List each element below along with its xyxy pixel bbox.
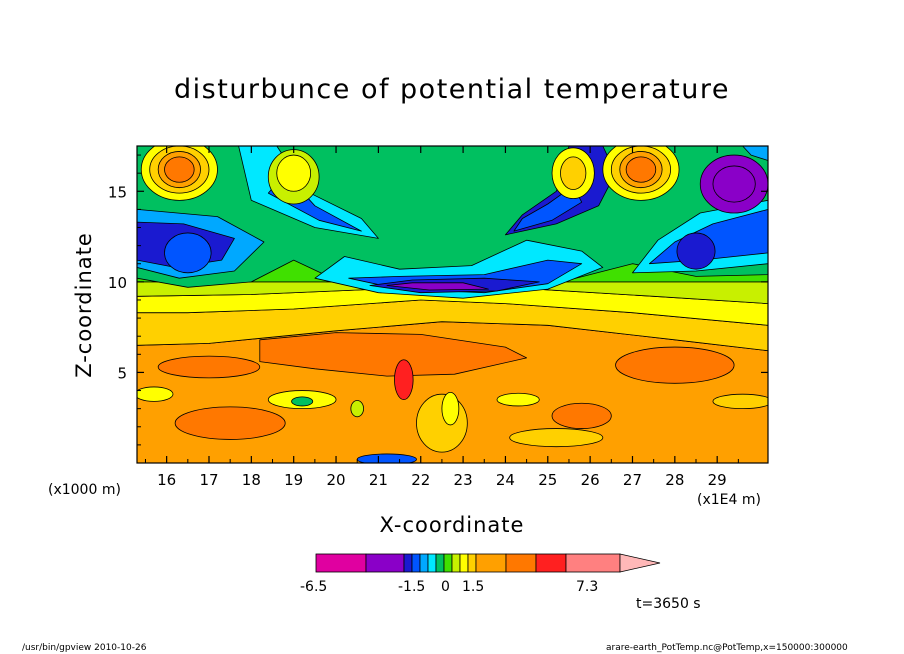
colorbar-mid-label-pos: 1.5 bbox=[462, 579, 485, 595]
x-tick-label: 19 bbox=[284, 471, 303, 489]
warm-max-left bbox=[164, 156, 195, 183]
colorbar-max-label: 7.3 bbox=[576, 579, 599, 595]
x-tick-label: 21 bbox=[369, 471, 388, 489]
x-tick-label: 16 bbox=[157, 471, 176, 489]
x-tick-label: 25 bbox=[538, 471, 557, 489]
band-green-lower bbox=[291, 396, 314, 407]
warm-core-band bbox=[259, 332, 527, 377]
x-tick-label: 18 bbox=[242, 471, 261, 489]
turbulent-region bbox=[416, 393, 468, 453]
warm-cell-lower-left bbox=[157, 355, 261, 379]
band-gold-bottom bbox=[509, 428, 604, 448]
x-tick-label: 23 bbox=[454, 471, 473, 489]
x-tick-label: 26 bbox=[581, 471, 600, 489]
colorbar-swatch bbox=[475, 553, 507, 573]
y-axis-title: Z-coordinate bbox=[72, 232, 96, 378]
colorbar-arrow bbox=[619, 553, 661, 573]
footer-right: arare-earth_PotTemp.nc@PotTemp,x=150000:… bbox=[606, 643, 848, 653]
band-yellow-edge bbox=[137, 386, 174, 402]
x-tick-label: 22 bbox=[411, 471, 430, 489]
cold-cell-top-right bbox=[712, 165, 756, 203]
band-yellow-lower-right bbox=[496, 392, 540, 407]
colorbar-swatch bbox=[535, 553, 567, 573]
y-tick-label: 15 bbox=[108, 183, 127, 201]
time-label: t=3650 s bbox=[636, 596, 701, 612]
footer-left: /usr/bin/gpview 2010-10-26 bbox=[22, 643, 147, 653]
colorbar-swatch bbox=[505, 553, 537, 573]
colorbar-swatch bbox=[411, 553, 421, 573]
colorbar-swatch bbox=[419, 553, 429, 573]
y-unit-label: (x1000 m) bbox=[48, 482, 121, 498]
plot-frame bbox=[136, 145, 769, 464]
x-tick-label: 20 bbox=[326, 471, 345, 489]
colorbar-swatch bbox=[443, 553, 453, 573]
colorbar-swatch bbox=[435, 553, 445, 573]
band-gold-edge bbox=[712, 393, 768, 410]
band-ygreen-lower bbox=[350, 400, 364, 418]
cold-core bbox=[386, 282, 489, 291]
colorbar-swatch bbox=[427, 553, 437, 573]
colorbar-swatch bbox=[403, 553, 413, 573]
warm-cell-mid-right bbox=[560, 156, 587, 190]
colorbar-swatch bbox=[565, 553, 621, 573]
turbulent-region bbox=[441, 391, 460, 426]
x-tick-label: 27 bbox=[623, 471, 642, 489]
colorbar-swatch bbox=[459, 553, 469, 573]
warm-max-right bbox=[625, 156, 657, 183]
y-tick-label: 5 bbox=[117, 364, 127, 382]
colorbar-swatch bbox=[315, 553, 367, 573]
colorbar-swatch bbox=[467, 553, 477, 573]
x-tick-label: 29 bbox=[708, 471, 727, 489]
chart-title: disturbunce of potential temperature bbox=[174, 74, 730, 105]
cold-cell-right bbox=[676, 232, 716, 270]
colorbar-mid-label-zero: 0 bbox=[441, 579, 450, 595]
colorbar-min-label: -6.5 bbox=[300, 579, 328, 595]
warm-cell-lower-right bbox=[615, 346, 735, 384]
x-axis-title: X-coordinate bbox=[379, 513, 525, 537]
band-sky-top-right bbox=[742, 146, 768, 161]
cold-cell-left bbox=[164, 232, 212, 274]
warm-max-center bbox=[394, 359, 414, 400]
x-tick-label: 28 bbox=[665, 471, 684, 489]
x-tick-label: 17 bbox=[199, 471, 218, 489]
band-yellow-top bbox=[276, 154, 312, 192]
colorbar-mid-label-neg: -1.5 bbox=[398, 579, 426, 595]
x-unit-label: (x1E4 m) bbox=[697, 492, 761, 508]
y-tick-label: 10 bbox=[108, 274, 127, 292]
colorbar-swatch bbox=[365, 553, 405, 573]
warm-cell-bottom-left bbox=[174, 406, 286, 440]
x-tick-label: 24 bbox=[496, 471, 515, 489]
warm-cell-bottom-right bbox=[551, 402, 612, 429]
colorbar-swatch bbox=[451, 553, 461, 573]
